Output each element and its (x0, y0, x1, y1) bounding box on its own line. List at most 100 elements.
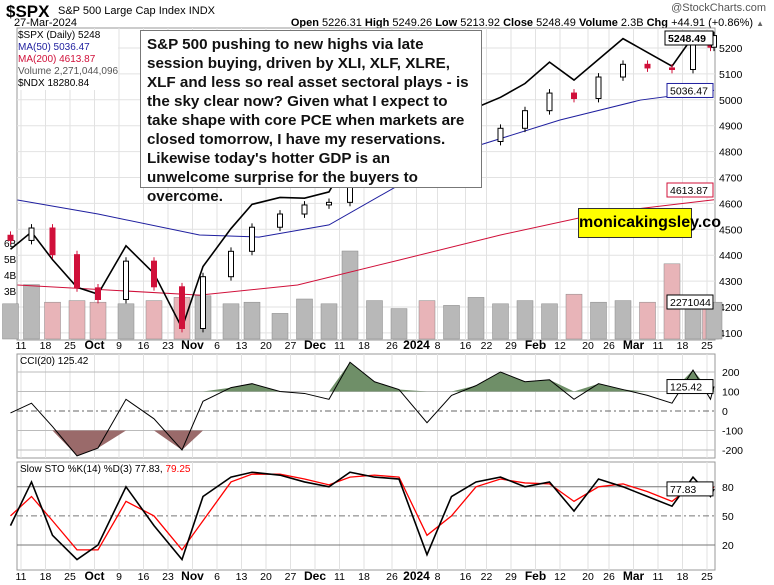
index-name: S&P 500 Large Cap Index INDX (58, 5, 215, 17)
quote-key: Open (290, 17, 323, 29)
candle-body (669, 67, 675, 70)
price-tick-label: 5000 (719, 95, 743, 107)
quote-bar: Open 5226.31 High 5249.26 Low 5213.92 Cl… (291, 17, 764, 30)
volume-bar (390, 308, 408, 340)
x-tick-label: 2024 (403, 338, 430, 352)
panel-frame (16, 353, 716, 459)
stoch-tick-label: 80 (722, 482, 734, 494)
x-tick-label: 26 (603, 571, 615, 583)
legend-ma50: MA(50) 5036.47 (18, 42, 90, 53)
candle-body (123, 260, 129, 300)
volume-tag: 2271044 (670, 297, 711, 309)
volume-bar (243, 301, 261, 340)
candle-body (28, 227, 35, 241)
x-tick-label: Feb (525, 338, 546, 352)
x-tick-label: 22 (481, 340, 493, 352)
close-tag: 5248.49 (668, 33, 706, 45)
volume-bar (117, 303, 135, 340)
x-tick-label: 11 (653, 340, 664, 352)
volume-bar (68, 300, 86, 340)
x-tick-label: 11 (16, 340, 27, 352)
candle-body (95, 287, 101, 300)
price-tick-label: 5100 (719, 69, 743, 81)
stoch-tag-box (666, 481, 714, 497)
candle-body (74, 254, 80, 289)
quote-value: 5226.31 (322, 17, 365, 29)
x-tick-label: Mar (623, 569, 645, 583)
x-tick-label: 23 (162, 571, 174, 583)
candle-body (595, 76, 602, 100)
quote-date: 27-Mar-2024 (14, 17, 77, 29)
candle-body (571, 92, 577, 100)
volume-bar (467, 297, 485, 340)
candle-body (179, 286, 185, 329)
volume-bar (614, 300, 632, 340)
x-tick-label: 16 (460, 571, 472, 583)
price-tick-label: 4600 (719, 198, 743, 210)
cci-line (10, 361, 715, 457)
volume-bar (418, 300, 436, 340)
x-tick-label: 18 (677, 340, 689, 352)
x-tick-label: 13 (236, 571, 248, 583)
x-tick-label: 16 (138, 571, 150, 583)
x-tick-label: 13 (236, 340, 248, 352)
candle-body (151, 260, 157, 288)
x-tick-label: 12 (554, 571, 566, 583)
legend: $SPX (Daily) 5248 MA(50) 5036.47 MA(200)… (18, 30, 119, 90)
ma200-tag-box (666, 182, 714, 198)
x-tick-label: Oct (84, 569, 104, 583)
x-tick-label: 26 (386, 340, 398, 352)
triangle-up-icon: ▲ (756, 19, 764, 28)
quote-key: High (364, 17, 393, 29)
cci-tick-label: -100 (722, 426, 743, 438)
cci-tick-label: -200 (722, 445, 743, 457)
cci-tick-label: 0 (722, 406, 728, 418)
quote-value: 2.3B (620, 17, 647, 29)
stoch-label: Slow STO %K(14) %D(3) 77.83, 79.25 (20, 464, 190, 476)
ma50-line (17, 89, 715, 238)
volume-bar (296, 298, 313, 340)
quote-value: 5248.49 (536, 17, 579, 29)
cci-negative-fill (10, 430, 714, 456)
x-tick-label: 9 (116, 340, 122, 352)
volume-bar (145, 300, 163, 340)
x-tick-label: 20 (260, 571, 272, 583)
candle-body (497, 127, 504, 142)
candle-body (301, 204, 308, 215)
price-tick-label: 4200 (719, 302, 743, 314)
quote-value: 5213.92 (460, 17, 504, 29)
volume-bar (590, 301, 607, 340)
x-tick-label: 6 (214, 340, 220, 352)
volume-tag-box (666, 294, 714, 310)
x-tick-label: 25 (701, 340, 713, 352)
legend-volume: Volume 2,271,044,096 (18, 66, 119, 77)
volume-bar (541, 303, 558, 340)
volume-bar (271, 313, 289, 340)
x-tick-label: 2024 (403, 569, 430, 583)
price-tick-label: 4700 (719, 173, 743, 185)
annotation-box: S&P 500 pushing to new highs via late se… (140, 30, 482, 205)
price-tick-label: 4100 (719, 328, 743, 340)
x-tick-label: 25 (64, 571, 76, 583)
candle-body (7, 234, 14, 241)
volume-tick-label: 5B (4, 255, 17, 266)
candle-body (620, 63, 626, 78)
x-tick-label: 18 (677, 571, 689, 583)
legend-spx: $SPX (Daily) 5248 (18, 30, 101, 41)
x-tick-label: 27 (285, 340, 297, 352)
x-tick-label: 11 (16, 571, 27, 583)
price-tick-label: 4500 (719, 224, 743, 236)
x-tick-label: 25 (64, 340, 76, 352)
volume-bar (89, 301, 107, 340)
name: S&P 500 Large Cap Index (58, 5, 186, 17)
x-tick-label: 8 (435, 571, 441, 583)
volume-bar (23, 284, 40, 340)
price-tick-label: 4900 (719, 121, 743, 133)
candle-body (277, 213, 283, 228)
x-tick-label: 18 (40, 571, 52, 583)
volume-bar (516, 300, 534, 340)
stoch-tick-label: 50 (722, 511, 734, 523)
x-tick-label: Nov (181, 569, 204, 583)
x-tick-label: 20 (582, 340, 594, 352)
quote-key: Volume (578, 17, 621, 29)
